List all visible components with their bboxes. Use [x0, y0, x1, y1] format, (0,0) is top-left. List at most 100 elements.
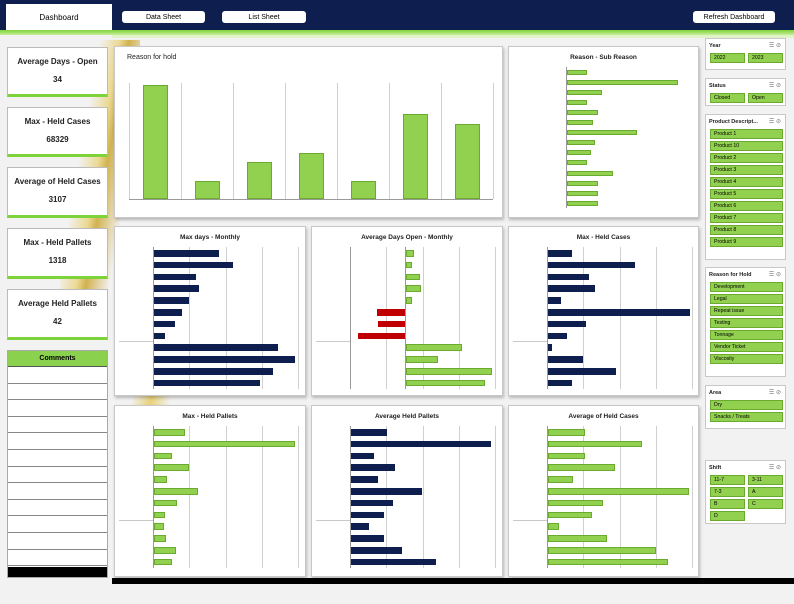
column-bar [402, 114, 428, 199]
comment-row[interactable] [8, 500, 107, 517]
monthly-bar [154, 297, 190, 304]
monthly-bar [376, 309, 406, 316]
max-held-cases-chart[interactable]: Max - Held Cases [508, 226, 699, 396]
average-of-held-cases-chart[interactable]: Average of Held Cases [508, 405, 699, 577]
gridline [692, 426, 693, 568]
average-held-pallets-chart[interactable]: Average Held Pallets [311, 405, 503, 577]
slicer-item-testing[interactable]: Testing [710, 318, 783, 328]
monthly-bar [548, 368, 617, 375]
gridline [298, 426, 299, 568]
slicer-item-3-11[interactable]: 3-11 [748, 475, 783, 485]
comment-row[interactable] [8, 450, 107, 467]
slicer-item-viscosity[interactable]: Viscosity [710, 354, 783, 364]
slicer-filter-icons[interactable]: ☰ ⊘ [768, 465, 781, 471]
reason-sub-reason-chart[interactable]: Reason - Sub Reason [508, 46, 699, 218]
slicer-item-legal[interactable]: Legal [710, 294, 783, 304]
list-sheet-button[interactable]: List Sheet [222, 11, 306, 23]
monthly-bar [548, 320, 586, 328]
comment-row[interactable] [8, 433, 107, 450]
slicer-item-d[interactable]: D [710, 511, 745, 521]
refresh-dashboard-button[interactable]: Refresh Dashboard [693, 11, 775, 23]
monthly-bar [351, 464, 395, 471]
slicer-filter-icons[interactable]: ☰ ⊘ [768, 390, 781, 396]
comment-row[interactable] [8, 400, 107, 417]
slicer-filter-icons[interactable]: ☰ ⊘ [768, 43, 781, 49]
gridline [337, 83, 338, 199]
gridline [583, 247, 585, 389]
slicer-item-a[interactable]: A [748, 487, 783, 497]
comment-row[interactable] [8, 550, 107, 567]
slicer-item-c[interactable]: C [748, 499, 783, 509]
comment-row[interactable] [8, 467, 107, 484]
comment-row[interactable] [8, 533, 107, 550]
slicer-item-2023[interactable]: 2023 [748, 53, 783, 63]
monthly-bar [548, 523, 559, 530]
kpi-label: Max - Held Pallets [23, 238, 92, 247]
slicer-item-open[interactable]: Open [748, 93, 783, 103]
monthly-bar [548, 273, 590, 281]
comment-row[interactable] [8, 483, 107, 500]
year-separator [119, 341, 153, 343]
data-sheet-button[interactable]: Data Sheet [122, 11, 205, 23]
monthly-bar [548, 488, 690, 495]
slicer-title: Shift [709, 465, 722, 471]
monthly-bar [548, 344, 552, 351]
column-bar [298, 153, 324, 199]
slicer-item-product-4[interactable]: Product 4 [710, 177, 783, 187]
reason-for-hold-chart[interactable]: Reason for hold [114, 46, 503, 218]
slicer-item-product-1[interactable]: Product 1 [710, 129, 783, 139]
sub-reason-bar [567, 79, 679, 85]
comment-row[interactable] [8, 516, 107, 533]
slicer-item-repeat-issue[interactable]: Repeat issue [710, 306, 783, 316]
slicer-item-7-3[interactable]: 7-3 [710, 487, 745, 497]
monthly-bar [548, 535, 608, 542]
slicer-item-product-7[interactable]: Product 7 [710, 213, 783, 223]
y-axis [547, 247, 548, 389]
slicer-item-product-2[interactable]: Product 2 [710, 153, 783, 163]
slicer-item-product-9[interactable]: Product 9 [710, 237, 783, 247]
kpi-label: Average Held Pallets [18, 299, 97, 308]
monthly-bar [406, 344, 463, 351]
slicer-title: Year [709, 43, 721, 49]
slicer-item-product-5[interactable]: Product 5 [710, 189, 783, 199]
kpi-value: 3107 [48, 195, 67, 204]
slicer-item-product-8[interactable]: Product 8 [710, 225, 783, 235]
monthly-bar [154, 535, 166, 542]
slicer-item-vendor-ticket[interactable]: Vendor Ticket [710, 342, 783, 352]
gridline [458, 247, 460, 389]
sub-reason-bar [567, 180, 598, 186]
max-days-monthly-chart[interactable]: Max days - Monthly [114, 226, 306, 396]
slicer-item-product-6[interactable]: Product 6 [710, 201, 783, 211]
chart-title: Max - Held Pallets [182, 413, 238, 420]
comment-row[interactable] [8, 384, 107, 401]
slicer-item-product-10[interactable]: Product 10 [710, 141, 783, 151]
slicer-title: Status [709, 83, 726, 89]
slicer-item-product-3[interactable]: Product 3 [710, 165, 783, 175]
kpi-value: 68329 [46, 135, 69, 144]
slicer-filter-icons[interactable]: ☰ ⊘ [768, 83, 781, 89]
comments-panel: Comments [7, 350, 108, 578]
slicer-item-b[interactable]: B [710, 499, 745, 509]
slicer-filter-icons[interactable]: ☰ ⊘ [768, 272, 781, 278]
dashboard-tab[interactable]: Dashboard [6, 4, 112, 30]
average-days-open-monthly-chart[interactable]: Average Days Open - Monthly [311, 226, 503, 396]
slicer-item-closed[interactable]: Closed [710, 93, 745, 103]
slicer-item-dry[interactable]: Dry [710, 400, 783, 410]
comment-row[interactable] [8, 417, 107, 434]
sub-reason-bar [567, 109, 598, 115]
slicer-item-2022[interactable]: 2022 [710, 53, 745, 63]
y-axis [153, 426, 154, 568]
slicer-item-11-7[interactable]: 11-7 [710, 475, 745, 485]
slicer-item-development[interactable]: Development [710, 282, 783, 292]
column-bar [246, 161, 272, 199]
monthly-bar [154, 368, 274, 375]
slicer-item-snacks-treats[interactable]: Snacks / Treats [710, 412, 783, 422]
monthly-bar [548, 356, 584, 363]
slicer-filter-icons[interactable]: ☰ ⊘ [768, 119, 781, 125]
comment-row[interactable] [8, 367, 107, 384]
monthly-bar [154, 464, 189, 471]
monthly-bar [548, 511, 592, 519]
slicer-item-tonnage[interactable]: Tonnage [710, 330, 783, 340]
monthly-bar [351, 452, 374, 460]
max-held-pallets-chart[interactable]: Max - Held Pallets [114, 405, 306, 577]
